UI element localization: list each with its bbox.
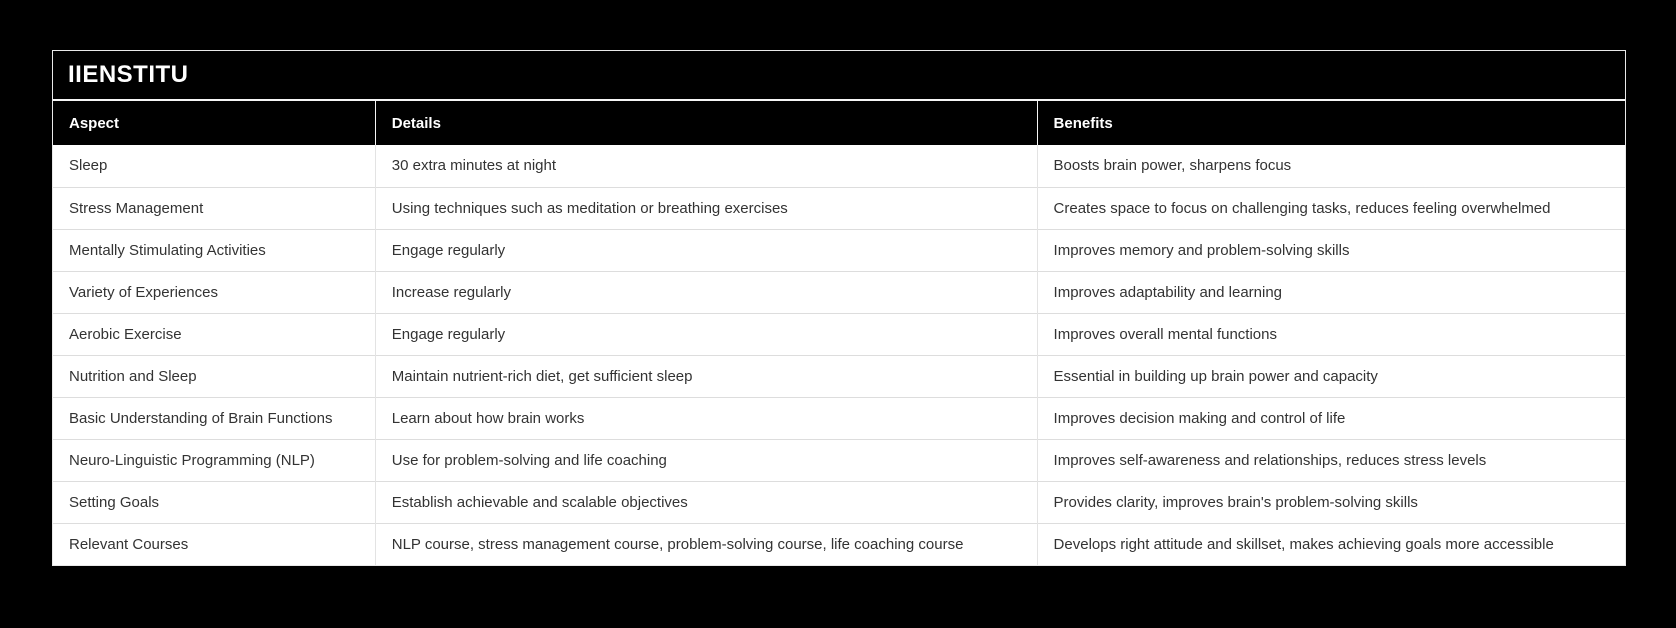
- header-row: Aspect Details Benefits: [53, 101, 1625, 145]
- cell-benefits: Boosts brain power, sharpens focus: [1036, 145, 1625, 187]
- column-header-details: Details: [374, 101, 1038, 145]
- table-header: Aspect Details Benefits: [53, 101, 1625, 145]
- cell-aspect: Setting Goals: [53, 480, 376, 523]
- cell-aspect: Relevant Courses: [53, 522, 376, 565]
- cell-details: Increase regularly: [374, 270, 1038, 313]
- cell-benefits: Improves adaptability and learning: [1036, 270, 1625, 313]
- cell-benefits: Provides clarity, improves brain's probl…: [1036, 480, 1625, 523]
- cell-aspect: Variety of Experiences: [53, 270, 376, 313]
- table-row: Variety of Experiences Increase regularl…: [53, 270, 1625, 313]
- cell-benefits: Improves overall mental functions: [1036, 312, 1625, 355]
- cell-details: Maintain nutrient-rich diet, get suffici…: [374, 354, 1038, 397]
- table-row: Sleep 30 extra minutes at night Boosts b…: [53, 145, 1625, 187]
- cell-details: Engage regularly: [374, 228, 1038, 271]
- table-row: Relevant Courses NLP course, stress mana…: [53, 522, 1625, 565]
- table-row: Neuro-Linguistic Programming (NLP) Use f…: [53, 438, 1625, 481]
- cell-aspect: Basic Understanding of Brain Functions: [53, 396, 376, 439]
- table-row: Mentally Stimulating Activities Engage r…: [53, 228, 1625, 271]
- table-row: Stress Management Using techniques such …: [53, 186, 1625, 229]
- cell-details: 30 extra minutes at night: [374, 145, 1038, 187]
- cell-aspect: Mentally Stimulating Activities: [53, 228, 376, 271]
- brain-health-table-card: IIENSTITU Aspect Details Benefits Sleep …: [52, 50, 1626, 566]
- column-header-benefits: Benefits: [1036, 101, 1625, 145]
- cell-benefits: Improves self-awareness and relationship…: [1036, 438, 1625, 481]
- brain-health-table: Aspect Details Benefits Sleep 30 extra m…: [53, 101, 1625, 565]
- table-row: Basic Understanding of Brain Functions L…: [53, 396, 1625, 439]
- cell-benefits: Improves decision making and control of …: [1036, 396, 1625, 439]
- table-row: Nutrition and Sleep Maintain nutrient-ri…: [53, 354, 1625, 397]
- cell-details: Learn about how brain works: [374, 396, 1038, 439]
- cell-aspect: Stress Management: [53, 186, 376, 229]
- column-header-aspect: Aspect: [53, 101, 376, 145]
- cell-details: Using techniques such as meditation or b…: [374, 186, 1038, 229]
- table-row: Aerobic Exercise Engage regularly Improv…: [53, 312, 1625, 355]
- page-title: IIENSTITU: [68, 61, 189, 88]
- cell-details: Engage regularly: [374, 312, 1038, 355]
- table-body: Sleep 30 extra minutes at night Boosts b…: [53, 145, 1625, 565]
- cell-details: Establish achievable and scalable object…: [374, 480, 1038, 523]
- cell-aspect: Neuro-Linguistic Programming (NLP): [53, 438, 376, 481]
- cell-details: Use for problem-solving and life coachin…: [374, 438, 1038, 481]
- cell-benefits: Develops right attitude and skillset, ma…: [1036, 522, 1625, 565]
- cell-aspect: Sleep: [53, 145, 376, 187]
- table-title-bar: IIENSTITU: [53, 51, 1625, 101]
- cell-aspect: Aerobic Exercise: [53, 312, 376, 355]
- cell-benefits: Creates space to focus on challenging ta…: [1036, 186, 1625, 229]
- cell-details: NLP course, stress management course, pr…: [374, 522, 1038, 565]
- cell-benefits: Essential in building up brain power and…: [1036, 354, 1625, 397]
- cell-benefits: Improves memory and problem-solving skil…: [1036, 228, 1625, 271]
- cell-aspect: Nutrition and Sleep: [53, 354, 376, 397]
- table-row: Setting Goals Establish achievable and s…: [53, 480, 1625, 523]
